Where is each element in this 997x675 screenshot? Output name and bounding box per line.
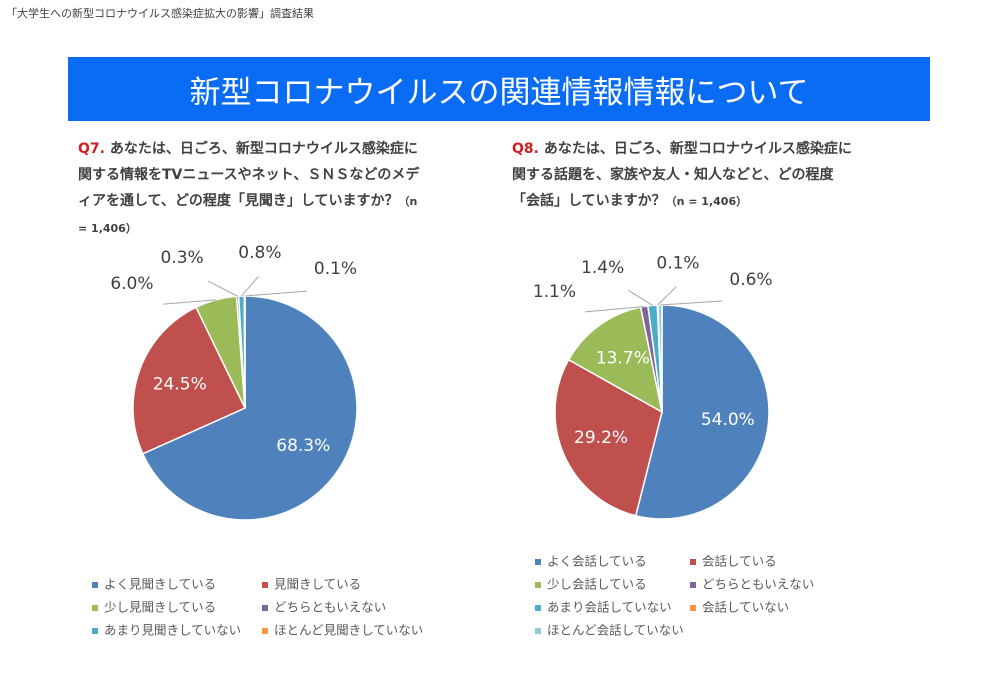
- pie-slice: [554, 358, 663, 517]
- legend-label: 少し会話している: [547, 577, 647, 592]
- question-label: Q7.: [78, 141, 105, 157]
- data-label: 68.3%: [276, 436, 330, 456]
- data-label: 29.2%: [574, 428, 628, 448]
- data-label: 0.1%: [314, 259, 357, 279]
- legend-swatch: [92, 605, 98, 611]
- legend-swatch: [262, 605, 268, 611]
- pie-slice: [567, 306, 664, 414]
- legend-swatch: [690, 559, 696, 565]
- leader-line: [659, 300, 723, 306]
- question-text: あなたは、日ごろ、新型コロナウイルス感染症に関する情報をTVニュースやネット、Ｓ…: [78, 141, 420, 209]
- legend-swatch: [262, 582, 268, 588]
- question: Q8. あなたは、日ごろ、新型コロナウイルス感染症に関する話題を、家族や友人・知…: [512, 136, 857, 215]
- data-label: 6.0%: [110, 274, 153, 294]
- leader-line: [585, 305, 645, 313]
- pie-slice: [634, 304, 770, 520]
- legend-label: ほとんど会話していない: [547, 623, 684, 638]
- legend-swatch: [535, 628, 541, 634]
- question-label: Q8.: [512, 141, 539, 157]
- legend-label: 会話している: [702, 554, 777, 569]
- pie-slice: [132, 306, 247, 455]
- leader-line: [657, 286, 677, 306]
- leader-line: [244, 290, 307, 297]
- leader-line: [628, 289, 653, 306]
- legend-label: 会話していない: [702, 600, 789, 615]
- legend-swatch: [535, 605, 541, 611]
- banner: 新型コロナウイルスの関連情報情報について: [68, 57, 930, 121]
- legend-label: 見聞きしている: [274, 577, 361, 592]
- data-label: 0.3%: [161, 248, 204, 268]
- pie-slice: [141, 295, 358, 521]
- legend-label: ほとんど見聞きしていない: [274, 623, 423, 638]
- caption: 「大学生への新型コロナウイルス感染症拡大の影響」調査結果: [6, 7, 314, 20]
- legend-swatch: [535, 559, 541, 565]
- data-label: 0.8%: [238, 243, 281, 263]
- legend-swatch: [535, 582, 541, 588]
- leader-line: [163, 299, 216, 305]
- data-label: 0.6%: [729, 270, 772, 290]
- legend-label: 少し見聞きしている: [104, 600, 216, 615]
- legend-label: あまり会話していない: [547, 600, 672, 615]
- pie-slice: [243, 295, 246, 409]
- legend-swatch: [690, 605, 696, 611]
- question-note: （n = 1,406）: [78, 195, 418, 235]
- legend-swatch: [690, 582, 696, 588]
- data-label: 54.0%: [701, 410, 755, 430]
- legend-label: あまり見聞きしていない: [104, 623, 241, 638]
- legend-label: よく見聞きしている: [104, 577, 216, 592]
- question-text: あなたは、日ごろ、新型コロナウイルス感染症に関する話題を、家族や友人・知人などと…: [512, 141, 852, 209]
- legend-label: どちらともいえない: [702, 577, 814, 592]
- data-label: 1.1%: [533, 282, 576, 302]
- question-note: （n = 1,406）: [665, 195, 748, 208]
- legend-swatch: [92, 582, 98, 588]
- data-label: 0.1%: [656, 254, 699, 274]
- data-label: 24.5%: [153, 374, 207, 394]
- question: Q7. あなたは、日ごろ、新型コロナウイルス感染症に関する情報をTVニュースやネ…: [78, 136, 423, 242]
- legend-swatch: [262, 628, 268, 634]
- data-label: 13.7%: [596, 348, 650, 368]
- legend-swatch: [92, 628, 98, 634]
- leader-line: [241, 276, 259, 297]
- data-label: 1.4%: [581, 258, 624, 278]
- legend-label: どちらともいえない: [274, 600, 386, 615]
- legend-label: よく会話している: [547, 554, 647, 569]
- leader-line: [207, 280, 238, 297]
